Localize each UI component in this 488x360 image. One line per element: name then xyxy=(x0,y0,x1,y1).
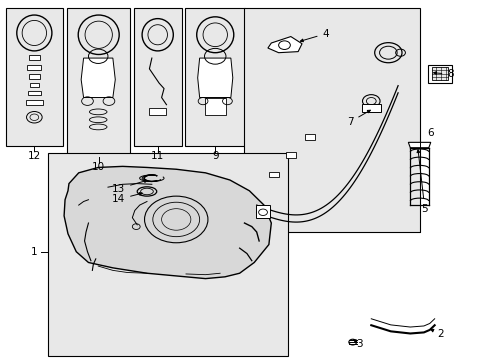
Bar xyxy=(30,83,39,87)
Bar xyxy=(268,172,278,177)
Bar xyxy=(184,8,245,146)
Polygon shape xyxy=(407,142,430,148)
Text: 1: 1 xyxy=(30,247,37,257)
Polygon shape xyxy=(267,37,302,53)
Text: 9: 9 xyxy=(211,151,218,161)
Bar xyxy=(26,100,42,105)
Polygon shape xyxy=(64,166,271,279)
Text: 6: 6 xyxy=(427,129,433,138)
Bar xyxy=(48,153,288,356)
Bar xyxy=(67,8,130,157)
Bar xyxy=(29,55,40,60)
Bar xyxy=(427,64,451,83)
Text: 4: 4 xyxy=(300,29,328,42)
Bar xyxy=(305,134,315,140)
Bar xyxy=(29,74,40,78)
Text: 13: 13 xyxy=(112,180,147,194)
Text: 3: 3 xyxy=(353,338,363,348)
Bar xyxy=(26,65,41,69)
Bar xyxy=(5,8,63,146)
Bar xyxy=(204,98,225,116)
Polygon shape xyxy=(81,58,115,98)
Bar xyxy=(134,8,181,146)
Text: 7: 7 xyxy=(346,110,369,127)
Bar xyxy=(256,205,269,218)
Text: 10: 10 xyxy=(92,162,105,172)
Bar xyxy=(149,108,165,116)
Text: 12: 12 xyxy=(28,150,41,161)
Text: 5: 5 xyxy=(416,150,427,214)
Text: 2: 2 xyxy=(430,329,443,339)
Bar xyxy=(431,67,447,80)
Text: 11: 11 xyxy=(151,151,164,161)
Bar xyxy=(361,104,380,112)
Bar xyxy=(27,91,41,95)
Polygon shape xyxy=(197,58,232,98)
Text: 14: 14 xyxy=(112,193,142,204)
Text: 8: 8 xyxy=(433,69,453,79)
Bar xyxy=(243,8,419,232)
Bar xyxy=(285,152,295,158)
